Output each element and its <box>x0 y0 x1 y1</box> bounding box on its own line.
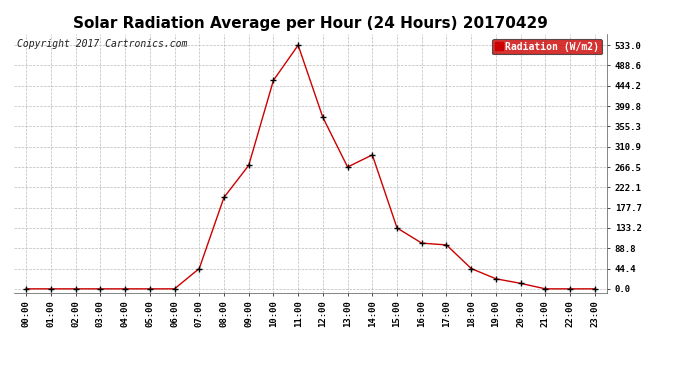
Title: Solar Radiation Average per Hour (24 Hours) 20170429: Solar Radiation Average per Hour (24 Hou… <box>73 16 548 31</box>
Legend: Radiation (W/m2): Radiation (W/m2) <box>492 39 602 54</box>
Text: Copyright 2017 Cartronics.com: Copyright 2017 Cartronics.com <box>17 39 187 49</box>
